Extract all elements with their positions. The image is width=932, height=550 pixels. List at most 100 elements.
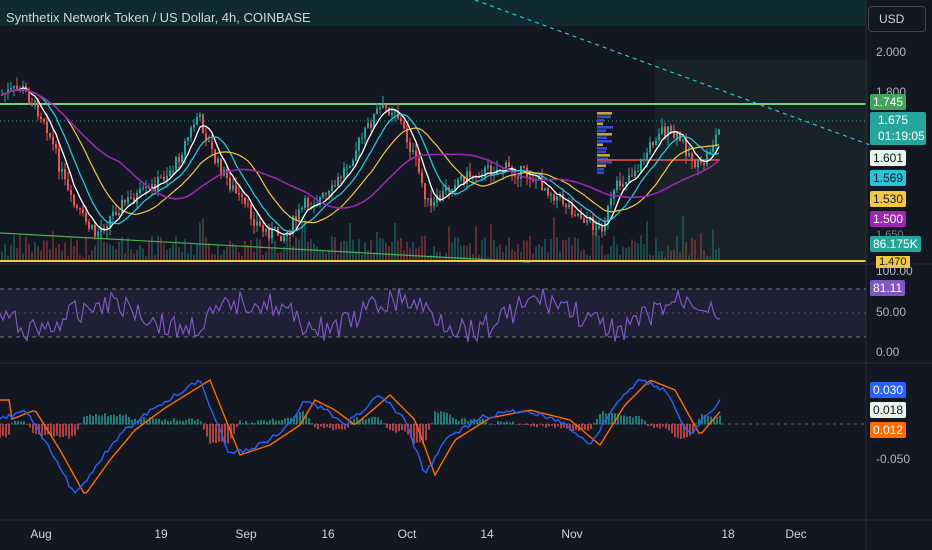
- volume-bar: [142, 248, 144, 261]
- volume-bar: [580, 251, 582, 261]
- macd-histogram-bar: [143, 417, 145, 425]
- macd-histogram-bar: [41, 424, 43, 437]
- macd-histogram-bar: [635, 415, 637, 425]
- volume-profile-row: [597, 150, 606, 154]
- volume-bar: [571, 245, 573, 261]
- time-label-16: 16: [321, 527, 335, 541]
- candle-body: [646, 152, 648, 160]
- volume-bar: [205, 236, 207, 261]
- macd-histogram-bar: [293, 416, 295, 425]
- candle-body: [577, 213, 579, 216]
- macd-histogram-bar: [200, 421, 202, 425]
- volume-bar: [541, 246, 543, 261]
- volume-bar: [121, 236, 123, 261]
- volume-bar: [631, 239, 633, 261]
- macd-histogram-bar: [107, 416, 109, 425]
- volume-bar: [478, 254, 480, 261]
- macd-histogram-bar: [617, 413, 619, 425]
- volume-profile-row: [597, 122, 603, 126]
- macd-histogram-bar: [341, 424, 343, 430]
- volume-bar: [304, 218, 306, 261]
- candle-body: [505, 162, 507, 171]
- candle-body: [388, 107, 390, 115]
- macd-histogram-bar: [284, 418, 286, 425]
- candle-body: [175, 157, 177, 171]
- macd-histogram-bar: [674, 424, 676, 438]
- currency-button[interactable]: USD: [868, 6, 926, 32]
- candle-body: [103, 227, 105, 230]
- volume-bar: [46, 240, 48, 261]
- macd-histogram-bar: [533, 424, 535, 427]
- macd-histogram-bar: [389, 424, 391, 430]
- volume-profile-row: [597, 115, 611, 119]
- bar-countdown: 01:19:05: [878, 129, 925, 143]
- candle-body: [691, 153, 693, 161]
- volume-bar: [616, 244, 618, 261]
- macd-histogram-bar: [641, 418, 643, 425]
- candle-body: [289, 231, 291, 234]
- volume-bar: [244, 241, 246, 261]
- candle-body: [142, 187, 144, 189]
- volume-bar: [127, 237, 129, 261]
- ma-purple-label: 1.500: [870, 211, 907, 227]
- macd-histogram-bar: [632, 417, 634, 425]
- candle-body: [418, 157, 420, 173]
- macd-histogram-bar: [524, 424, 526, 425]
- volume-bar: [316, 246, 318, 261]
- macd-histogram-bar: [695, 423, 697, 425]
- volume-bar: [214, 254, 216, 261]
- candle-body: [694, 160, 696, 168]
- candle-body: [430, 198, 432, 206]
- macd-histogram-bar: [80, 423, 82, 425]
- volume-bar: [271, 248, 273, 261]
- macd-histogram-bar: [44, 424, 46, 435]
- candle-body: [250, 204, 252, 220]
- macd-histogram-bar: [155, 418, 157, 425]
- volume-profile-row: [597, 140, 612, 143]
- volume-bar: [583, 249, 585, 261]
- candle-body: [553, 194, 555, 201]
- candle-body: [244, 197, 246, 204]
- candle-body: [91, 224, 93, 229]
- volume-bar: [211, 253, 213, 261]
- rsi-tick-0: 0.00: [876, 345, 900, 359]
- macd-histogram-bar: [665, 424, 667, 429]
- candle-body: [307, 198, 309, 208]
- macd-histogram-bar: [512, 421, 514, 425]
- macd-histogram-bar: [113, 414, 115, 425]
- volume-bar: [421, 236, 423, 261]
- candle-body: [640, 159, 642, 171]
- candle-body: [76, 205, 78, 208]
- candle-body: [574, 214, 576, 216]
- candle-body: [427, 198, 429, 200]
- volume-bar: [235, 246, 237, 261]
- candle-body: [271, 228, 273, 239]
- macd-histogram-bar: [593, 422, 595, 425]
- time-label-dec: Dec: [785, 527, 807, 541]
- volume-bar: [184, 239, 186, 261]
- volume-bar: [346, 241, 348, 261]
- macd-histogram-bar: [23, 421, 25, 425]
- candle-body: [259, 221, 261, 226]
- macd-histogram-bar: [212, 424, 214, 443]
- macd-histogram-bar: [308, 418, 310, 425]
- volume-bar: [670, 250, 672, 261]
- macd-histogram-bar: [608, 413, 610, 425]
- candle-body: [610, 198, 612, 206]
- macd-lines: [0, 378, 721, 495]
- time-label-aug: Aug: [30, 527, 52, 541]
- candle-body: [10, 87, 12, 90]
- candle-body: [541, 176, 543, 191]
- macd-histogram-bar: [227, 424, 229, 444]
- volume-bar: [607, 254, 609, 261]
- candle-body: [631, 175, 633, 177]
- macd-histogram-bar: [710, 416, 712, 425]
- time-label-sep: Sep: [235, 527, 257, 541]
- volume-bar: [193, 254, 195, 261]
- candle-body: [262, 225, 264, 232]
- candle-body: [391, 112, 393, 115]
- candle-body: [658, 133, 660, 141]
- macd-value-label: 0.030: [870, 382, 907, 398]
- candle-body: [235, 185, 237, 194]
